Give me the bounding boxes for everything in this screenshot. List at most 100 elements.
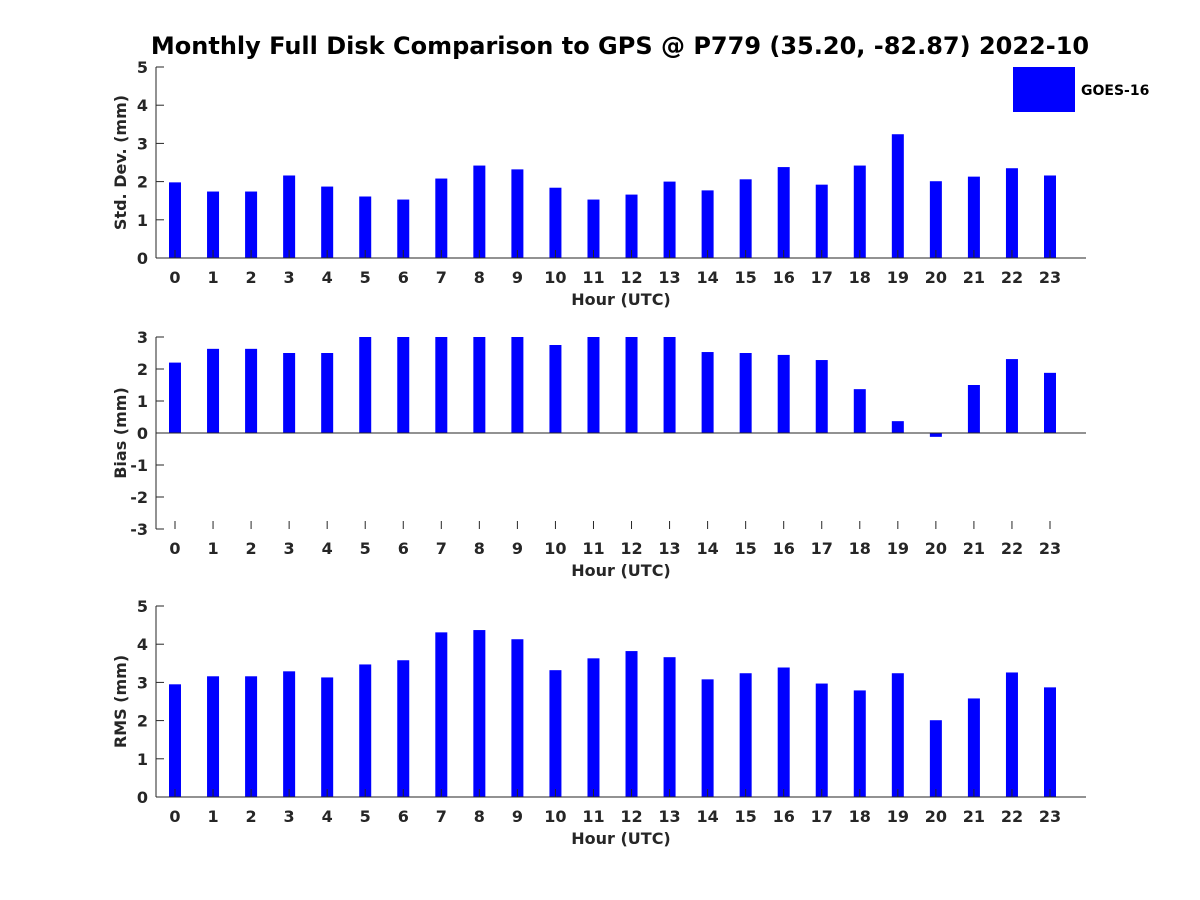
bar: [587, 199, 600, 258]
x-tick-label: 1: [207, 539, 218, 558]
y-tick-label: 1: [137, 392, 148, 411]
bar: [1044, 175, 1056, 258]
x-tick-label: 17: [811, 268, 833, 287]
x-tick-label: 6: [398, 539, 409, 558]
bar: [815, 360, 828, 433]
bar: [1005, 672, 1018, 797]
x-tick-label: 23: [1039, 268, 1061, 287]
x-tick-label: 3: [284, 268, 295, 287]
bar: [169, 362, 181, 433]
y-tick-label: 3: [137, 328, 148, 347]
x-tick-label: 19: [887, 268, 909, 287]
bar: [967, 385, 980, 433]
y-tick-label: 2: [137, 360, 148, 379]
x-tick-label: 1: [207, 268, 218, 287]
x-tick-label: 6: [398, 807, 409, 826]
x-tick-label: 0: [169, 539, 180, 558]
x-tick-label: 15: [735, 807, 757, 826]
y-tick-label: 0: [137, 788, 148, 807]
x-tick-label: 20: [925, 807, 947, 826]
bar: [891, 421, 904, 433]
x-axis-label: Hour (UTC): [571, 561, 671, 580]
bar: [891, 673, 904, 797]
bar: [625, 651, 638, 797]
x-tick-label: 5: [360, 268, 371, 287]
chart-title: Monthly Full Disk Comparison to GPS @ P7…: [151, 32, 1089, 60]
y-tick-label: -2: [130, 488, 148, 507]
bar: [891, 134, 904, 258]
x-tick-label: 15: [735, 539, 757, 558]
x-tick-label: 1: [207, 807, 218, 826]
x-tick-label: 4: [322, 268, 333, 287]
x-tick-label: 2: [246, 807, 257, 826]
x-tick-label: 0: [169, 807, 180, 826]
bar: [701, 190, 714, 258]
x-tick-label: 14: [696, 807, 718, 826]
bar: [169, 684, 181, 797]
x-tick-label: 7: [436, 268, 447, 287]
bar: [967, 176, 980, 258]
bar: [1005, 168, 1018, 258]
bar: [777, 167, 790, 258]
bar: [549, 187, 562, 258]
bar: [245, 191, 258, 258]
bar: [625, 337, 638, 433]
bar: [1044, 372, 1056, 433]
bar: [283, 671, 296, 797]
x-tick-label: 23: [1039, 807, 1061, 826]
x-tick-label: 14: [696, 268, 718, 287]
x-tick-label: 12: [620, 268, 642, 287]
x-tick-label: 8: [474, 807, 485, 826]
x-tick-label: 17: [811, 807, 833, 826]
y-axis-label: Bias (mm): [111, 387, 130, 479]
bar: [853, 165, 866, 258]
y-tick-label: 5: [137, 58, 148, 77]
x-tick-label: 14: [696, 539, 718, 558]
bar: [473, 337, 486, 433]
x-axis-label: Hour (UTC): [571, 290, 671, 309]
bar: [739, 673, 752, 797]
bar: [283, 175, 296, 258]
bar: [739, 353, 752, 433]
x-tick-label: 19: [887, 807, 909, 826]
bar: [587, 337, 600, 433]
bar: [549, 345, 562, 433]
x-axis-label: Hour (UTC): [571, 829, 671, 848]
bar: [359, 196, 372, 258]
y-axis-label: RMS (mm): [111, 655, 130, 748]
bar: [321, 186, 334, 258]
y-tick-label: 0: [137, 424, 148, 443]
y-tick-label: 5: [137, 597, 148, 616]
x-tick-label: 18: [849, 807, 871, 826]
x-tick-label: 15: [735, 268, 757, 287]
x-tick-label: 6: [398, 268, 409, 287]
y-tick-label: 1: [137, 211, 148, 230]
bar: [207, 191, 220, 258]
bar: [701, 352, 714, 433]
x-tick-label: 9: [512, 807, 523, 826]
bar: [929, 720, 942, 797]
bar: [435, 178, 448, 258]
y-tick-label: 0: [137, 249, 148, 268]
bar: [435, 337, 448, 433]
x-tick-label: 0: [169, 268, 180, 287]
bar: [1005, 359, 1018, 433]
x-tick-label: 9: [512, 268, 523, 287]
bar: [1044, 687, 1056, 797]
y-tick-label: 2: [137, 712, 148, 731]
bar: [207, 348, 220, 433]
legend: GOES-16: [1013, 67, 1149, 112]
bar: [397, 660, 410, 797]
x-tick-label: 3: [284, 807, 295, 826]
bar: [321, 677, 334, 797]
x-tick-label: 2: [246, 268, 257, 287]
x-tick-label: 22: [1001, 807, 1023, 826]
x-tick-label: 7: [436, 807, 447, 826]
x-tick-label: 8: [474, 268, 485, 287]
bar: [511, 169, 524, 258]
